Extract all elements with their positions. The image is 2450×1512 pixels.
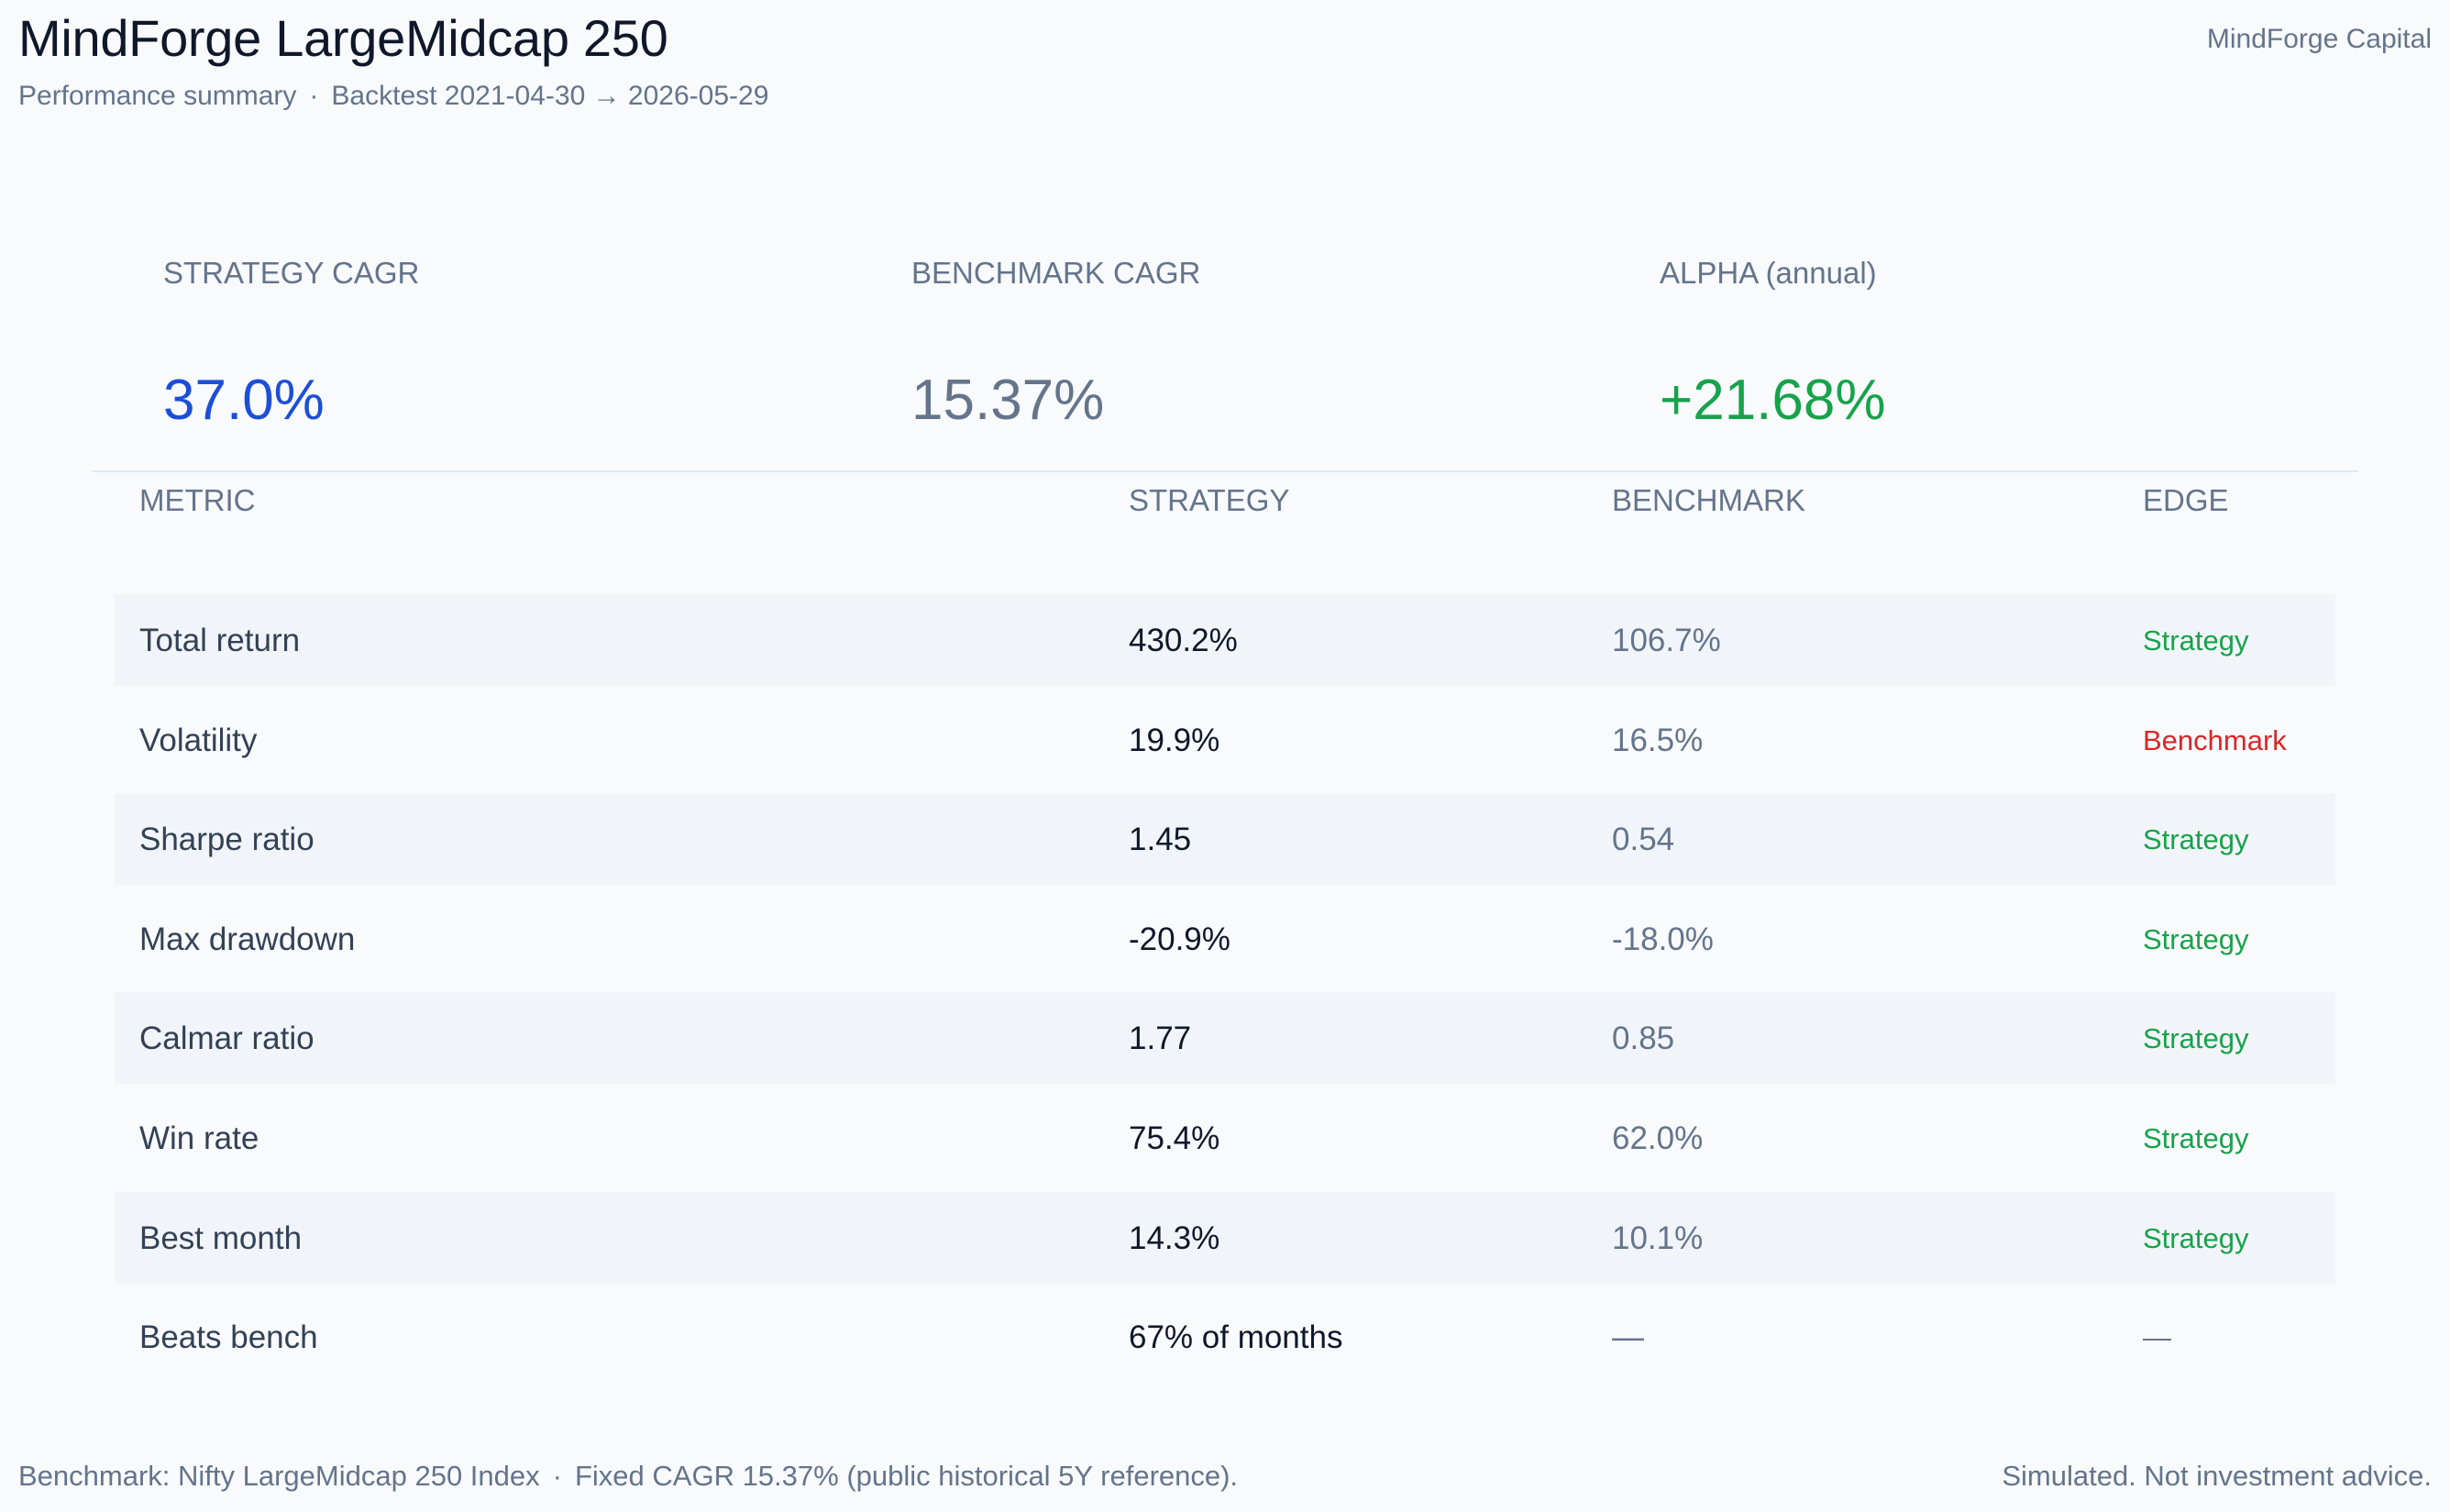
kpi-value: +21.68%: [1660, 369, 1886, 432]
table-row: Volatility 19.9% 16.5% Benchmark: [115, 694, 2335, 786]
page-subtitle: Performance summary · Backtest 2021-04-30 …: [18, 79, 768, 114]
metrics-table: Total return 430.2% 106.7% Strategy Vola…: [115, 594, 2335, 1391]
benchmark-value: 106.7%: [1612, 623, 1721, 658]
footer-separator: ·: [552, 1460, 562, 1492]
page-title: MindForge LargeMidcap 250: [18, 9, 668, 67]
metric-name: Calmar ratio: [139, 1021, 315, 1057]
cagr-note: Fixed CAGR 15.37% (public historical 5Y …: [574, 1460, 1239, 1492]
strategy-value: 430.2%: [1129, 623, 1238, 658]
table-row: Beats bench 67% of months — —: [115, 1291, 2335, 1383]
table-row: Win rate 75.4% 62.0% Strategy: [115, 1092, 2335, 1184]
metric-name: Beats bench: [139, 1319, 318, 1356]
benchmark-value: —: [1612, 1319, 1644, 1356]
subtitle-label: Performance summary: [18, 81, 297, 111]
strategy-value: 75.4%: [1129, 1120, 1220, 1156]
kpi-label: ALPHA (annual): [1660, 256, 1877, 290]
table-row: Best month 14.3% 10.1% Strategy: [115, 1191, 2335, 1284]
section-divider: [92, 470, 2358, 472]
column-header-edge: EDGE: [2143, 483, 2229, 517]
edge-label: —: [2143, 1321, 2171, 1354]
metrics-table-header: METRIC STRATEGY BENCHMARK EDGE: [0, 482, 2450, 519]
backtest-range: Backtest 2021-04-30 → 2026-05-29: [331, 81, 769, 111]
strategy-value: 19.9%: [1129, 722, 1220, 758]
table-row: Calmar ratio 1.77 0.85 Strategy: [115, 992, 2335, 1085]
metric-name: Sharpe ratio: [139, 822, 315, 858]
benchmark-value: 0.85: [1612, 1021, 1675, 1057]
edge-label: Strategy: [2143, 823, 2249, 856]
kpi-benchmark-cagr: BENCHMARK CAGR 15.37%: [911, 255, 1200, 433]
edge-label: Benchmark: [2143, 723, 2287, 756]
metric-name: Best month: [139, 1220, 303, 1256]
column-header-benchmark: BENCHMARK: [1612, 483, 1805, 517]
subtitle-separator: ·: [309, 81, 319, 111]
metric-name: Total return: [139, 623, 301, 658]
strategy-value: 67% of months: [1129, 1319, 1343, 1356]
metric-name: Volatility: [139, 722, 258, 758]
kpi-label: BENCHMARK CAGR: [911, 256, 1201, 290]
edge-label: Strategy: [2143, 1121, 2249, 1154]
edge-label: Strategy: [2143, 624, 2249, 657]
edge-label: Strategy: [2143, 922, 2249, 955]
strategy-value: 14.3%: [1129, 1220, 1220, 1256]
edge-label: Strategy: [2143, 1221, 2249, 1254]
column-header-metric: METRIC: [139, 483, 256, 517]
benchmark-value: 0.54: [1612, 822, 1675, 858]
kpi-value: 15.37%: [911, 369, 1105, 432]
strategy-value: 1.77: [1129, 1021, 1192, 1057]
benchmark-value: 10.1%: [1612, 1220, 1704, 1256]
table-row: Total return 430.2% 106.7% Strategy: [115, 594, 2335, 686]
benchmark-value: 16.5%: [1612, 722, 1704, 758]
benchmark-value: 62.0%: [1612, 1120, 1704, 1156]
kpi-alpha-annual: ALPHA (annual) +21.68%: [1660, 255, 1886, 433]
benchmark-value: -18.0%: [1612, 921, 1714, 957]
metric-name: Max drawdown: [139, 921, 356, 957]
strategy-value: -20.9%: [1129, 921, 1231, 957]
table-row: Max drawdown -20.9% -18.0% Strategy: [115, 893, 2335, 985]
column-header-strategy: STRATEGY: [1129, 483, 1290, 517]
metric-name: Win rate: [139, 1120, 259, 1156]
footer-notes: Benchmark: Nifty LargeMidcap 250 Index · F…: [18, 1459, 1238, 1494]
disclaimer: Simulated. Not investment advice.: [2002, 1460, 2432, 1492]
kpi-value: 37.0%: [163, 369, 325, 432]
strategy-value: 1.45: [1129, 822, 1192, 858]
brand-name: MindForge Capital: [2206, 24, 2432, 54]
kpi-label: STRATEGY CAGR: [163, 256, 420, 290]
edge-label: Strategy: [2143, 1022, 2249, 1055]
table-row: Sharpe ratio 1.45 0.54 Strategy: [115, 793, 2335, 886]
benchmark-note: Benchmark: Nifty LargeMidcap 250 Index: [18, 1460, 540, 1492]
kpi-strategy-cagr: STRATEGY CAGR 37.0%: [163, 255, 419, 433]
